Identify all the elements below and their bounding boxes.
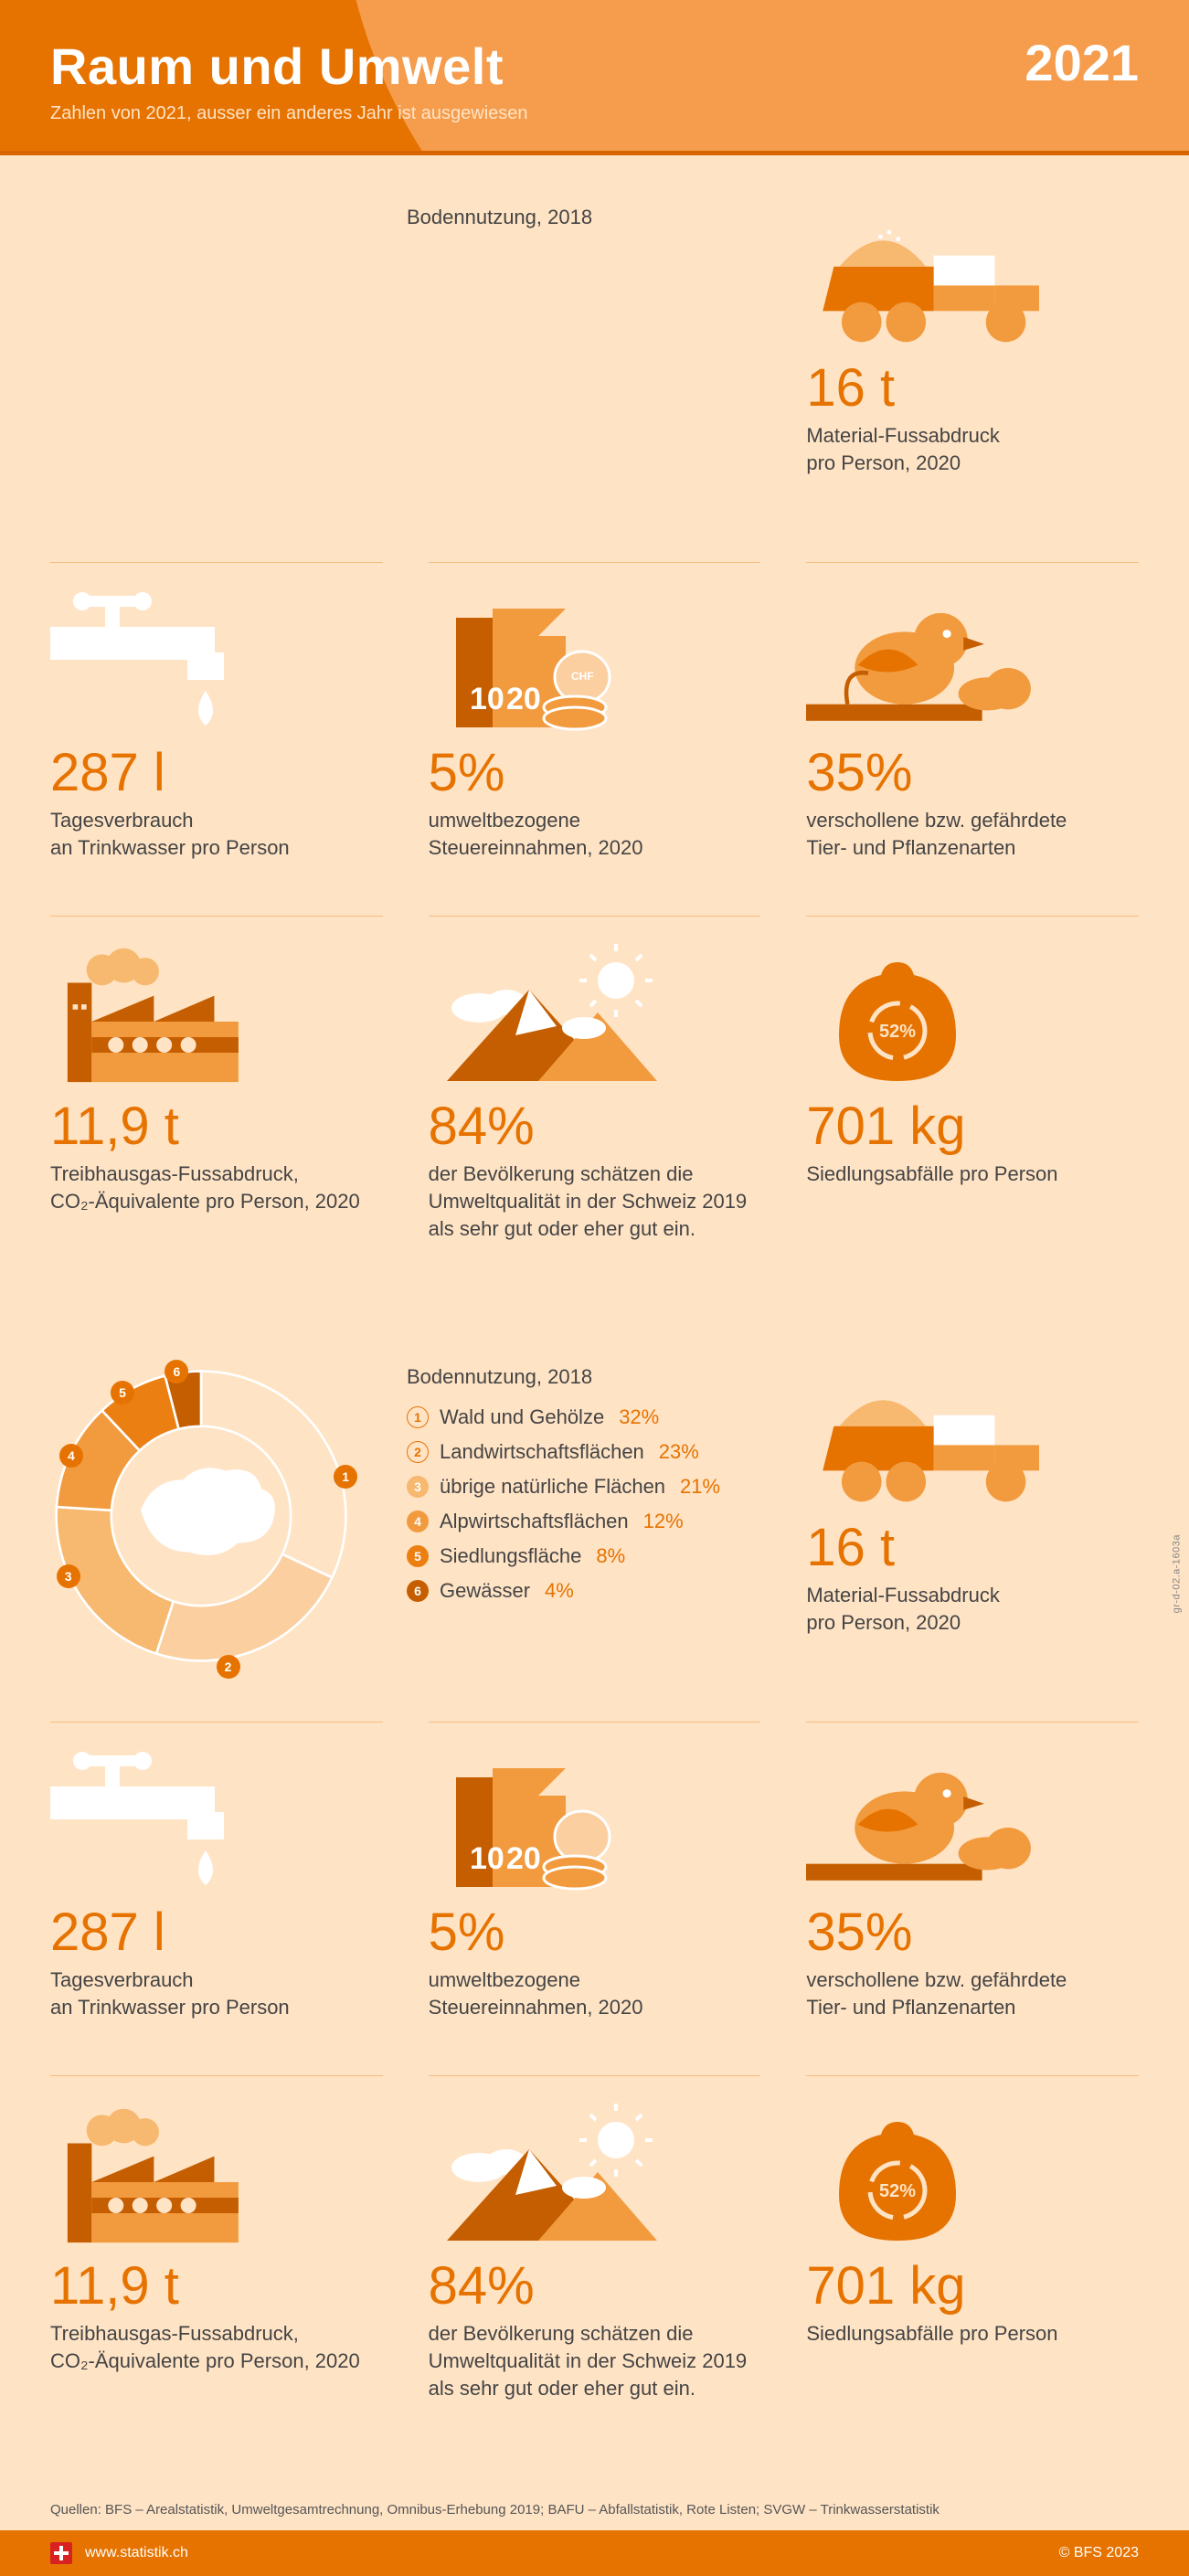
donut-chart: 123456 (50, 1365, 352, 1667)
species-label: verschollene bzw. gefährdeteTier- und Pf… (806, 807, 1139, 861)
quality-stat: 84% (429, 2259, 761, 2315)
legend-row: 2Landwirtschaftsflächen23% (407, 1440, 720, 1464)
quality-label: der Bevölkerung schätzen dieUmweltqualit… (429, 2320, 761, 2401)
legend-row: 6Gewässer4% (407, 1579, 720, 1603)
footer-copyright: © BFS 2023 (1059, 2545, 1139, 2561)
tile-quality: 84% der Bevölkerung schätzen dieUmweltqu… (429, 916, 761, 1260)
water-stat: 287 l (50, 746, 383, 801)
footprint-stat: 16 t (806, 361, 1139, 417)
tap-icon (50, 1750, 383, 1905)
tile-material-footprint: 16 t Material-Fussabdruckpro Person, 202… (806, 1365, 1139, 1685)
waste-label: Siedlungsabfälle pro Person (806, 2320, 1139, 2348)
donut-legend-title: Bodennutzung, 2018 (407, 1365, 720, 1389)
tile-water: 287 l Tagesverbrauchan Trinkwasser pro P… (50, 1722, 383, 2039)
ghg-stat: 11,9 t (50, 1099, 383, 1155)
tax-stat: 5% (429, 1905, 761, 1961)
banknotes-icon: 10 20 CHF (429, 590, 761, 746)
side-code: gr-d-02.a-1603a (1171, 1534, 1182, 1613)
tile-tax: 1020 5% umweltbezogeneSteuereinnahmen, 2… (429, 1722, 761, 2039)
ghg-label: Treibhausgas-Fussabdruck,CO₂-Äquivalente… (50, 1161, 383, 1214)
ghg-stat: 11,9 t (50, 2259, 383, 2315)
banknotes-icon: 1020 (429, 1750, 761, 1905)
species-label: verschollene bzw. gefährdeteTier- und Pf… (806, 1966, 1139, 2020)
legend-row: 3übrige natürliche Flächen21% (407, 1475, 720, 1499)
tile-tax: 10 20 CHF 5% umweltbezogeneSteuereinnahm… (429, 562, 761, 879)
tile-waste: 52% 701 kg Siedlungsabfälle pro Person (806, 2075, 1139, 2420)
legend-row: 1Wald und Gehölze32% (407, 1405, 720, 1429)
sources-line: Quellen: BFS – Arealstatistik, Umweltges… (50, 2502, 1139, 2518)
footprint-label: Material-Fussabdruckpro Person, 2020 (806, 422, 1139, 476)
waste-label: Siedlungsabfälle pro Person (806, 1161, 1139, 1188)
donut-tile: Bodennutzung, 2018 (50, 206, 760, 525)
water-label: Tagesverbrauchan Trinkwasser pro Person (50, 1966, 383, 2020)
tax-label: umweltbezogeneSteuereinnahmen, 2020 (429, 807, 761, 861)
svg-text:52%: 52% (879, 2181, 916, 2201)
donut-chart (50, 206, 352, 507)
landscape-icon (429, 944, 761, 1099)
species-stat: 35% (806, 746, 1139, 801)
tile-ghg: 11,9 t Treibhausgas-Fussabdruck,CO₂-Äqui… (50, 2075, 383, 2420)
factory-icon (50, 944, 383, 1099)
waste-bag-icon: 52% (806, 944, 1139, 1099)
waste-bag-icon: 52% (806, 2104, 1139, 2259)
svg-text:10: 10 (470, 682, 504, 716)
footprint-stat: 16 t (806, 1521, 1139, 1576)
quality-stat: 84% (429, 1099, 761, 1155)
legend-row: 5Siedlungsfläche8% (407, 1544, 720, 1568)
bird-icon (806, 1750, 1139, 1905)
tile-water: 287 l Tagesverbrauchan Trinkwasser pro P… (50, 562, 383, 879)
waste-stat: 701 kg (806, 1099, 1139, 1155)
quality-label: der Bevölkerung schätzen dieUmweltqualit… (429, 1161, 761, 1242)
tile-species: 35% verschollene bzw. gefährdeteTier- un… (806, 1722, 1139, 2039)
svg-text:20: 20 (506, 1841, 541, 1876)
page-title: Raum und Umwelt (50, 37, 1139, 96)
tile-material-footprint: 16 t Material-Fussabdruckpro Person, 202… (806, 206, 1139, 525)
swiss-flag-icon (50, 2542, 72, 2564)
footprint-label: Material-Fussabdruckpro Person, 2020 (806, 1582, 1139, 1636)
truck-icon (806, 206, 1139, 361)
tile-waste: 52% 701 kg Siedlungsabfälle pro Person (806, 916, 1139, 1260)
donut-legend-title: Bodennutzung, 2018 (407, 206, 592, 229)
svg-text:20: 20 (506, 682, 541, 716)
tax-label: umweltbezogeneSteuereinnahmen, 2020 (429, 1966, 761, 2020)
tap-icon (50, 590, 383, 746)
ghg-label: Treibhausgas-Fussabdruck,CO₂-Äquivalente… (50, 2320, 383, 2374)
tile-species: 35% verschollene bzw. gefährdeteTier- un… (806, 562, 1139, 879)
bird-icon (806, 590, 1139, 746)
footer: www.statistik.ch © BFS 2023 (0, 2530, 1189, 2576)
tile-quality: 84% der Bevölkerung schätzen dieUmweltqu… (429, 2075, 761, 2420)
tile-ghg: 11,9 t Treibhausgas-Fussabdruck,CO₂-Äqui… (50, 916, 383, 1260)
water-stat: 287 l (50, 1905, 383, 1961)
svg-text:CHF: CHF (571, 670, 594, 683)
landscape-icon (429, 2104, 761, 2259)
truck-icon (806, 1365, 1139, 1521)
svg-text:52%: 52% (879, 1022, 916, 1042)
donut-legend: Bodennutzung, 2018 1Wald und Gehölze32% 2… (407, 1365, 720, 1614)
factory-icon (50, 2104, 383, 2259)
page-subtitle: Zahlen von 2021, ausser ein anderes Jahr… (50, 103, 1139, 124)
page-year: 2021 (1024, 33, 1139, 92)
waste-stat: 701 kg (806, 2259, 1139, 2315)
donut-tile: 123456 Bodennutzung, 2018 1Wald und Gehö… (50, 1365, 760, 1685)
tax-stat: 5% (429, 746, 761, 801)
species-stat: 35% (806, 1905, 1139, 1961)
water-label: Tagesverbrauchan Trinkwasser pro Person (50, 807, 383, 861)
header: Raum und Umwelt 2021 Zahlen von 2021, au… (0, 0, 1189, 155)
svg-text:10: 10 (470, 1841, 504, 1876)
legend-row: 4Alpwirtschaftsflächen12% (407, 1510, 720, 1533)
footer-url: www.statistik.ch (85, 2545, 188, 2561)
donut-legend: Bodennutzung, 2018 (407, 206, 592, 246)
